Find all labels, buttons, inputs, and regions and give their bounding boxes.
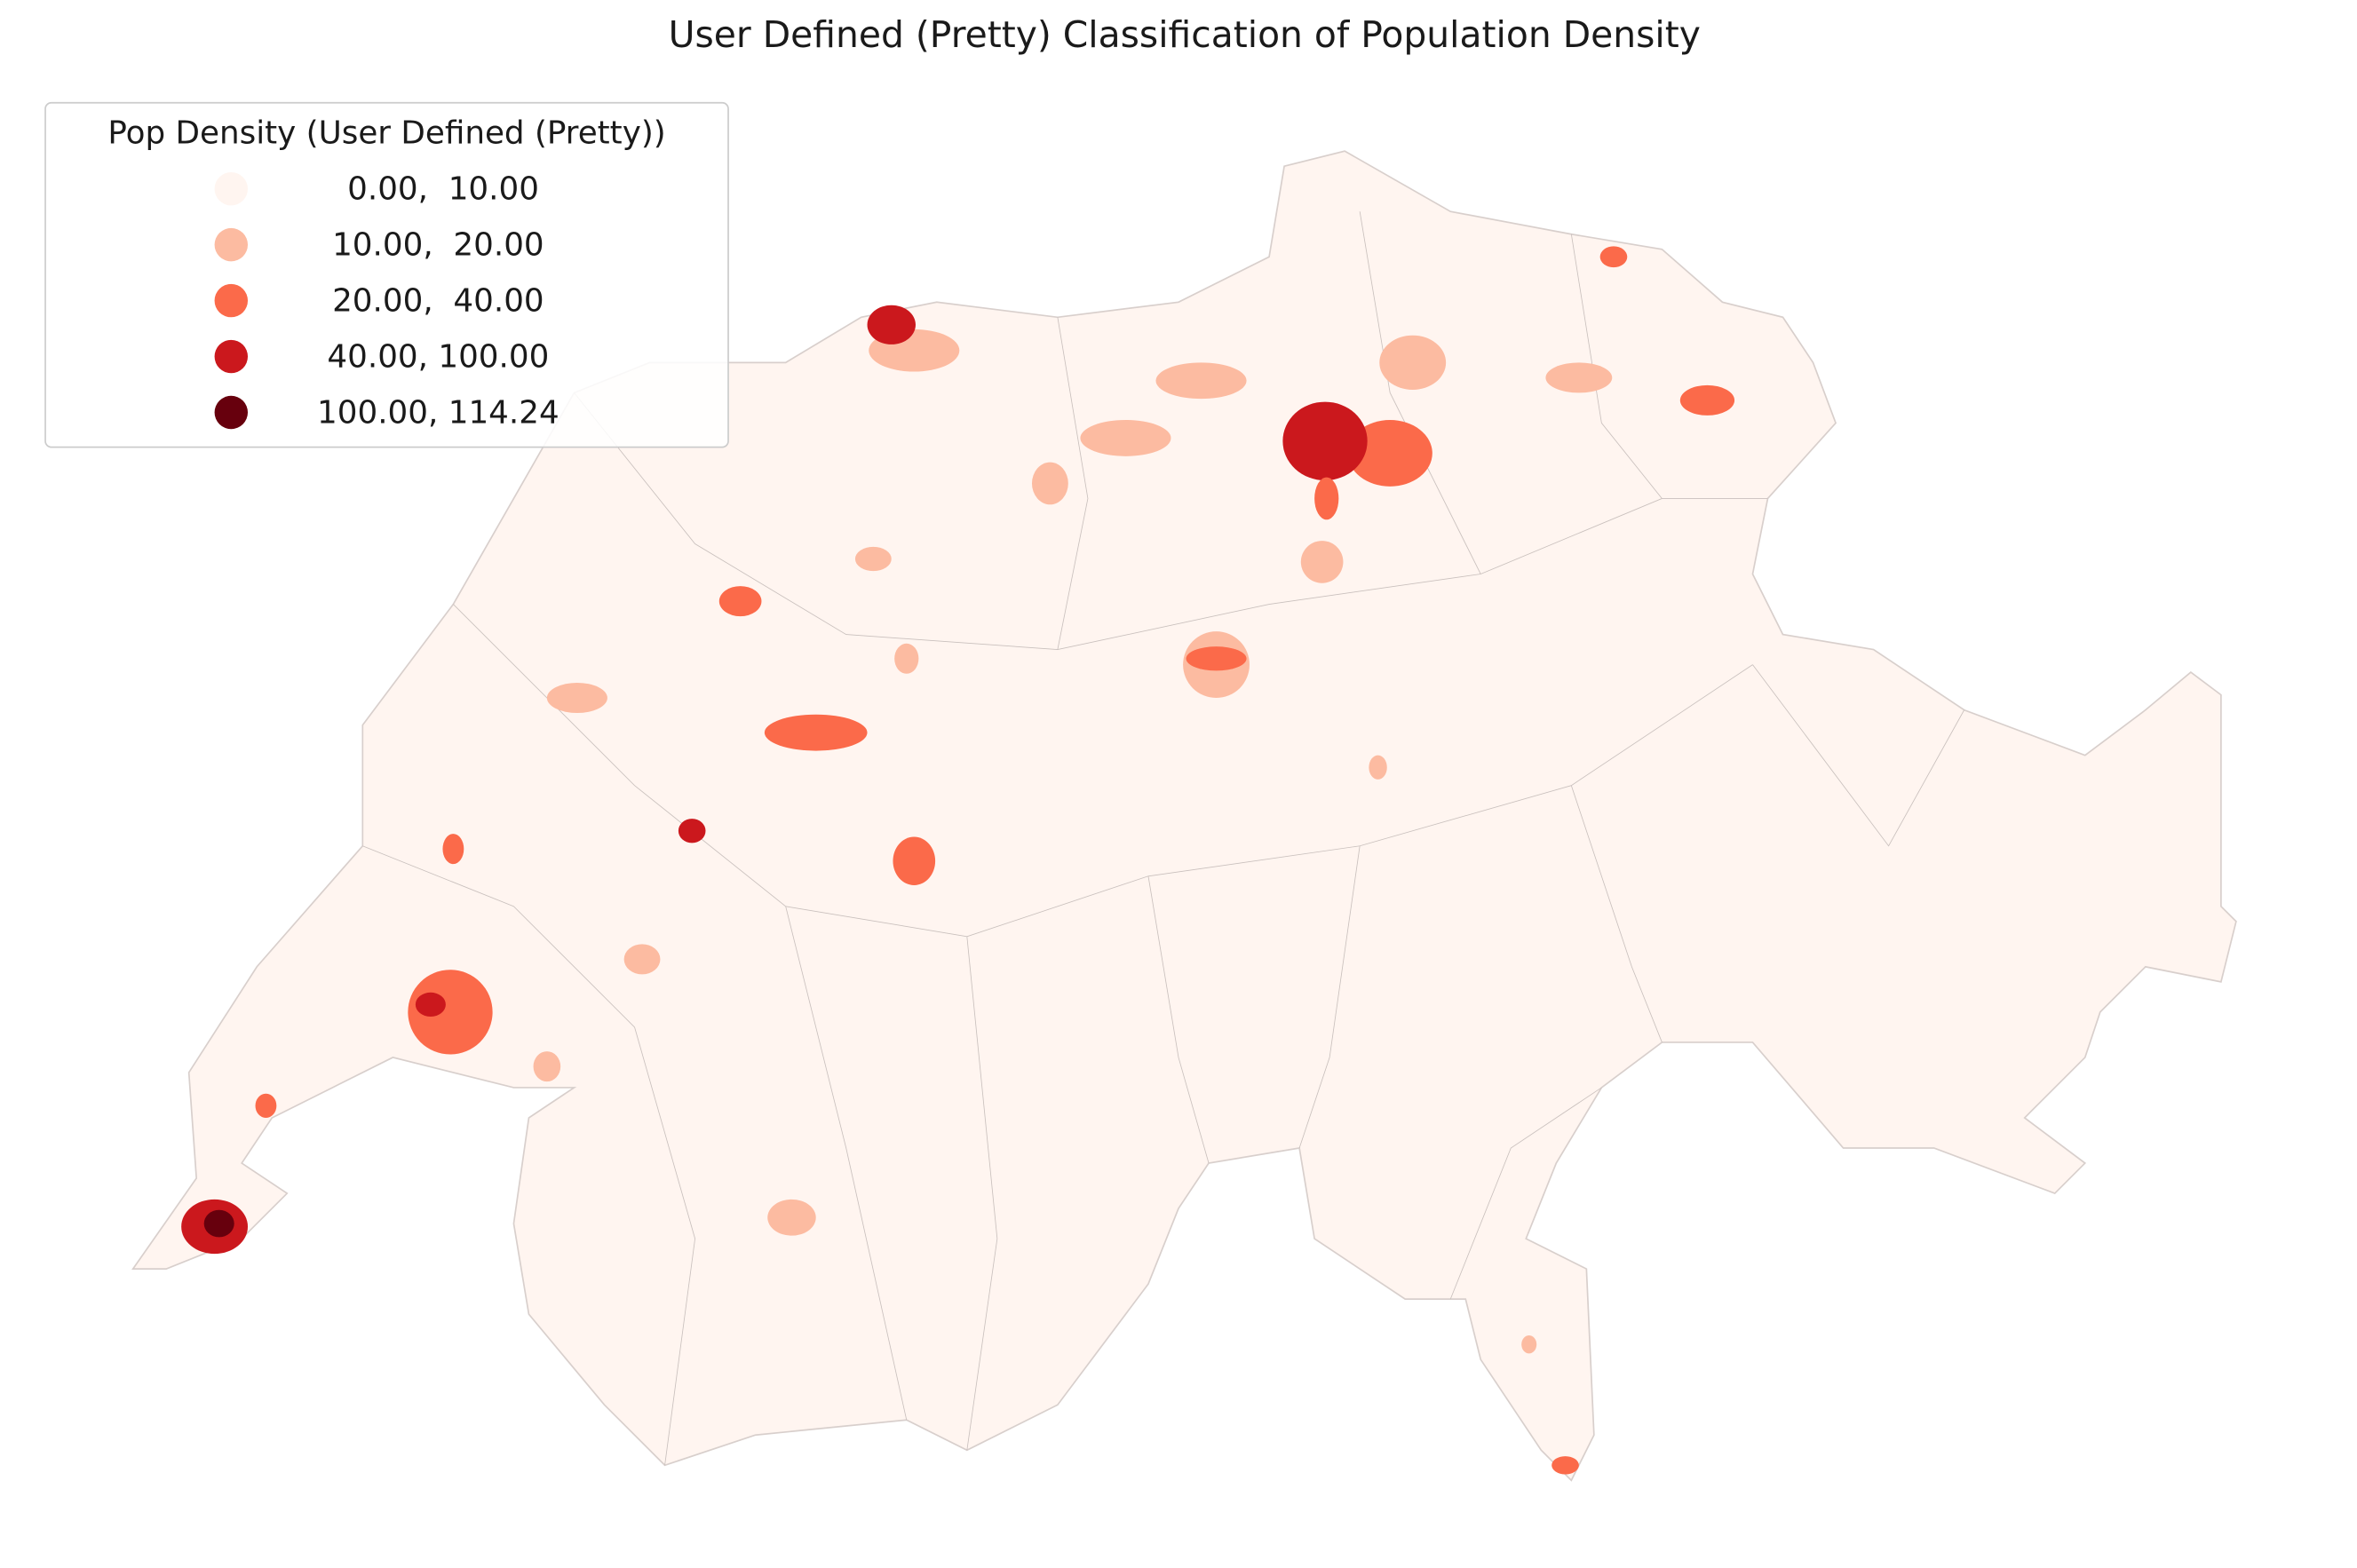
legend-label: 10.00, 20.00 [332,227,544,264]
region [1186,646,1247,671]
region [408,970,493,1055]
region [1545,362,1613,393]
map-title: User Defined (Pretty) Classification of … [669,13,1701,56]
region [893,836,936,885]
region [1347,419,1432,487]
region [442,834,464,865]
region [764,714,868,751]
region [1679,384,1735,416]
legend-marker [214,227,249,262]
legend-label: 0.00, 10.00 [337,171,539,208]
region [1314,477,1339,520]
region [767,1199,816,1236]
region [1379,335,1447,390]
regions [181,246,1735,1475]
legend-title: Pop Density (User Defined (Pretty)) [107,115,665,152]
country-shape [131,150,2237,1482]
region [678,819,706,843]
region [854,546,892,572]
legend: Pop Density (User Defined (Pretty)) 0.00… [44,101,729,448]
region [1521,1334,1537,1354]
region [546,683,607,714]
region [1155,362,1247,400]
municipal-borders [362,211,1965,1466]
legend-marker [214,395,249,430]
region [894,643,919,674]
region [1551,1456,1579,1475]
region [533,1051,561,1082]
region [1300,541,1344,583]
region [623,944,661,975]
region [718,586,762,617]
country [131,150,2237,1482]
legend-label: 20.00, 40.00 [332,282,544,319]
region [1369,755,1387,780]
legend-label: 40.00, 100.00 [327,338,549,375]
legend-marker [214,171,249,206]
legend-label: 100.00, 114.24 [317,394,559,431]
region [1282,401,1368,481]
legend-marker [214,283,249,318]
region [255,1093,277,1118]
region [203,1209,234,1238]
region [415,992,446,1017]
region [867,305,916,344]
region [1080,419,1171,456]
legend-marker [214,339,249,374]
region [1599,246,1628,268]
region [1031,462,1068,505]
